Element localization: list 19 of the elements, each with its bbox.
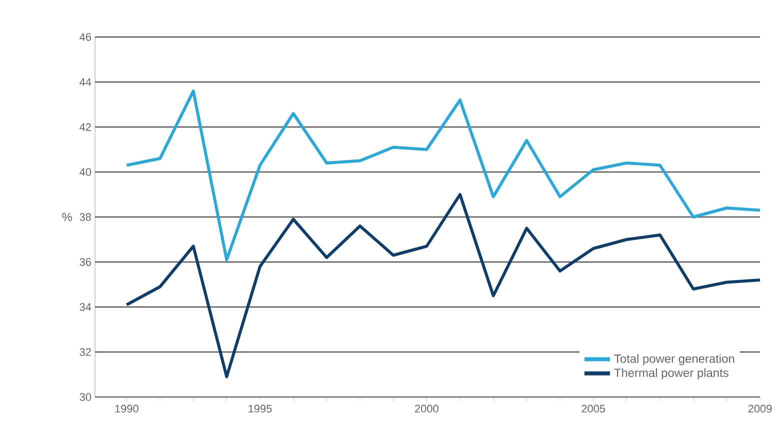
- y-tick-label: 44: [80, 78, 92, 86]
- y-axis-title: %: [62, 212, 72, 222]
- line-series: [125, 90, 762, 262]
- x-tick-label: 1990: [115, 404, 138, 413]
- legend-label: Total power generation: [614, 354, 734, 366]
- x-tick-label: 2005: [582, 404, 606, 413]
- legend-label: Thermal power plants: [614, 368, 728, 380]
- line-series: [125, 193, 762, 378]
- x-tick-label: 2000: [415, 404, 438, 413]
- y-tick-label: 32: [80, 348, 91, 356]
- x-tick-label: 1995: [248, 404, 272, 413]
- y-tick-label: 40: [80, 168, 92, 176]
- y-tick-label: 46: [80, 33, 91, 41]
- x-tick-label: 2009: [748, 404, 772, 413]
- y-tick-label: 38: [80, 213, 91, 221]
- y-tick-label: 30: [80, 393, 92, 401]
- y-tick-label: 42: [80, 123, 91, 131]
- y-tick-label: 34: [80, 303, 92, 311]
- y-tick-label: 36: [80, 258, 91, 266]
